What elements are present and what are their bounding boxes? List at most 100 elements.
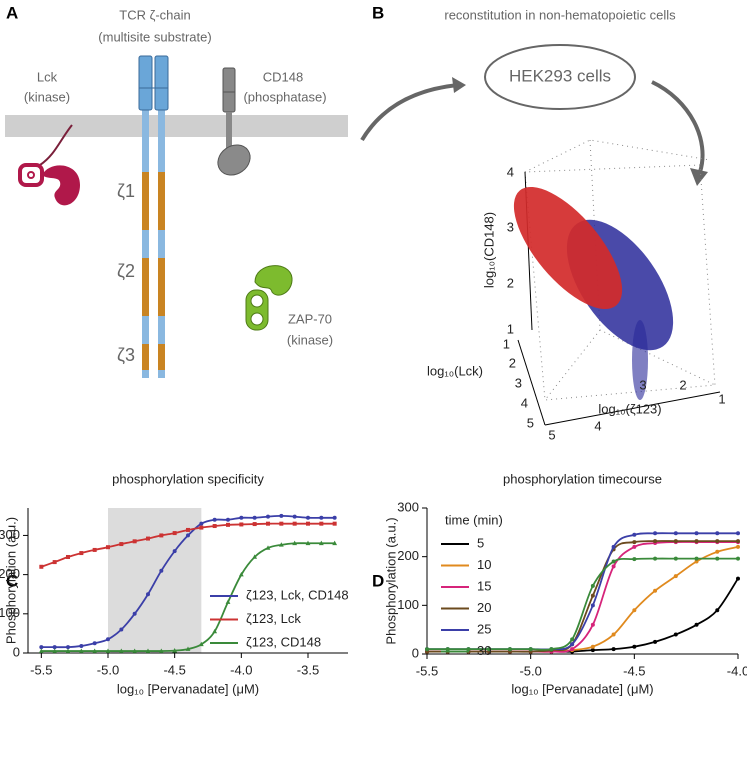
data-point (611, 559, 616, 564)
data-point (715, 531, 720, 536)
data-point (466, 647, 471, 652)
data-point (653, 588, 658, 593)
y-axis-label: log₁₀(Lck) (427, 363, 483, 378)
chart-title: phosphorylation timecourse (503, 471, 662, 486)
segment-label: ζ2 (117, 261, 135, 281)
z-tick-label: 4 (507, 164, 514, 179)
data-point (172, 549, 177, 554)
data-point (252, 522, 257, 527)
data-point (319, 515, 324, 520)
data-point (52, 648, 58, 653)
tcr-title: TCR ζ-chain (119, 7, 190, 22)
data-point (611, 544, 616, 549)
data-point (38, 648, 44, 653)
data-point (225, 599, 231, 604)
data-point (172, 648, 178, 653)
data-point (570, 642, 575, 647)
data-point (528, 647, 533, 652)
data-point (736, 556, 740, 561)
x-axis-label: log₁₀ [Pervanadate] (μM) (117, 681, 259, 696)
data-point (570, 637, 575, 642)
panel-label: C (6, 571, 18, 590)
data-point (105, 648, 111, 653)
data-point (185, 646, 191, 651)
y-tick-label: 3 (515, 375, 522, 390)
data-point (238, 572, 244, 577)
x-tick-label: 5 (548, 427, 555, 442)
x-tick-label: 1 (718, 391, 725, 406)
fit-line (426, 540, 738, 653)
y-tick-label: 0 (412, 645, 419, 660)
data-point (145, 648, 151, 653)
y-tick-label: 200 (0, 566, 20, 581)
data-point (715, 549, 720, 554)
data-point (292, 514, 297, 519)
y-axis-label: Phosphorylation (a.u.) (3, 517, 18, 644)
zap70-icon (245, 265, 293, 331)
data-point (186, 527, 190, 532)
data-point (487, 647, 492, 652)
legend-label: 10 (477, 557, 491, 572)
data-point (549, 647, 554, 652)
data-point (278, 542, 284, 547)
data-point (632, 532, 637, 537)
data-point (736, 544, 740, 549)
data-point (736, 531, 740, 536)
chart-title: phosphorylation specificity (112, 471, 264, 486)
x-tick-label: -5.0 (519, 663, 541, 678)
data-point (39, 645, 44, 650)
y-tick-label: 1 (503, 336, 510, 351)
z-tick-label: 3 (507, 219, 514, 234)
legend-title: time (min) (445, 512, 503, 527)
y-tick-label: 300 (0, 527, 20, 542)
z-tick-label: 2 (507, 275, 514, 290)
x-tick-label: -4.0 (727, 663, 747, 678)
data-point (78, 648, 84, 653)
data-point (632, 557, 637, 562)
z-axis-label: log₁₀(CD148) (481, 212, 496, 288)
data-point (239, 522, 244, 527)
segment-label: ζ1 (117, 181, 135, 201)
data-point (52, 645, 57, 650)
data-point (132, 539, 137, 544)
data-point (79, 551, 84, 556)
data-point (590, 603, 595, 608)
data-point (65, 648, 71, 653)
data-point (132, 648, 138, 653)
data-point (118, 648, 124, 653)
panel-label: D (372, 571, 384, 590)
data-point (653, 556, 658, 561)
segment-label: ζ3 (117, 345, 135, 365)
legend-label: ζ123, CD148 (246, 634, 321, 649)
fit-line (427, 557, 738, 651)
cd148-icon (217, 67, 251, 176)
x-tick-label: -4.0 (230, 662, 252, 677)
cube-grid (524, 139, 716, 401)
cell-label: HEK293 cells (509, 66, 611, 85)
cell-ellipse (484, 44, 636, 110)
data-point (292, 540, 298, 546)
y-tick-label: 200 (397, 548, 419, 563)
data-point (66, 645, 70, 650)
data-point (632, 540, 637, 545)
zap70-role: (kinase) (287, 332, 333, 347)
data-point (158, 648, 164, 653)
data-point (306, 515, 310, 520)
data-point (332, 540, 338, 546)
data-point (119, 627, 124, 632)
z-tick-label: 1 (507, 321, 514, 336)
lck-icon (18, 124, 80, 206)
data-point (212, 628, 218, 634)
arrow-head (690, 168, 708, 186)
zap70-label: ZAP-70 (288, 311, 332, 326)
data-point (694, 622, 699, 627)
data-point (172, 531, 177, 536)
data-point (66, 554, 70, 559)
cd148-label: CD148 (263, 69, 303, 84)
arrow (651, 80, 705, 173)
x-axis-label: log₁₀(ζ123) (598, 401, 661, 416)
data-point (159, 568, 164, 573)
data-point (305, 540, 311, 546)
x-tick-label: -5.5 (416, 663, 438, 678)
